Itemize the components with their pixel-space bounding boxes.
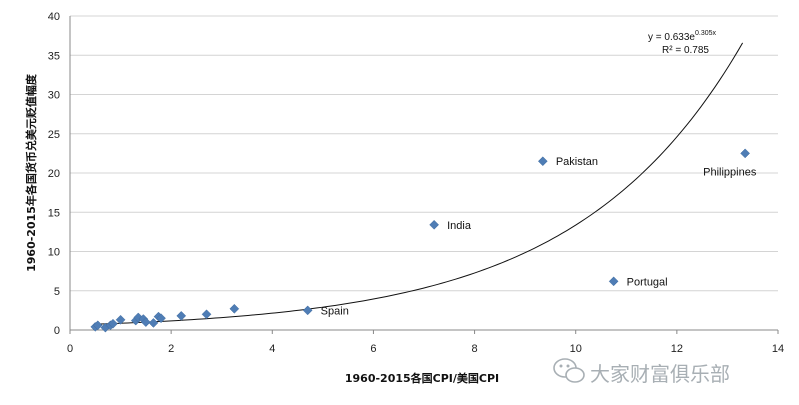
y-tick-label: 30 [48,90,60,102]
trendline [95,42,744,325]
point-label-portugal: Portugal [627,276,668,288]
y-tick-label: 20 [48,168,60,180]
x-tick-label: 12 [671,343,683,355]
data-point [201,309,212,320]
watermark: 大家财富俱乐部 [553,358,730,386]
data-point [740,148,750,159]
y-tick-label: 10 [48,247,60,259]
watermark-text: 大家财富俱乐部 [590,362,730,386]
x-axis-title: 1960-2015各国CPI/美国CPI [345,371,499,385]
data-point [156,313,166,324]
point-label-india: India [447,220,472,232]
r-squared-label: R² = 0.785 [662,45,709,56]
x-tick-labels: 0 2 4 6 8 10 12 14 [67,343,784,355]
point-label-pakistan: Pakistan [556,156,598,168]
data-point [115,314,126,325]
y-tick-label: 35 [48,50,60,62]
y-tick-label: 0 [54,325,60,337]
point-label-spain: Spain [321,305,349,317]
data-point [148,318,159,328]
data-point [176,311,187,321]
x-tick-label: 4 [269,343,275,355]
trend-equation: y = 0.633e0.305x [648,30,717,43]
y-axis-title: 1960-2015年各国货币兑美元贬值幅度 [24,73,38,272]
point-label-philippines: Philippines [703,166,757,178]
data-point [229,303,240,314]
x-tick-label: 6 [370,343,376,355]
x-tick-label: 8 [472,343,478,355]
data-point [608,276,619,287]
y-tick-labels: 0 5 10 15 20 25 30 35 40 [48,11,60,337]
y-tick-label: 5 [54,286,60,298]
x-tick-label: 2 [168,343,174,355]
gridlines [70,15,778,292]
trend-equation-base: y = 0.633e [648,32,695,43]
data-point [92,320,103,331]
x-tick-label: 0 [67,343,73,355]
data-point [108,318,118,329]
data-point [429,219,439,230]
data-points [90,148,750,333]
y-tick-label: 25 [48,129,60,141]
axes [69,16,779,334]
point-labels: Spain India Pakistan Portugal Philippines [321,156,757,317]
wechat-icon [553,358,585,383]
y-tick-label: 40 [48,11,60,23]
x-tick-label: 10 [570,343,582,355]
y-tick-label: 15 [48,207,60,219]
data-point [537,156,548,167]
data-point [302,305,313,316]
x-tick-label: 14 [772,343,784,355]
data-point [141,317,151,328]
trend-equation-exponent: 0.305x [695,30,717,37]
